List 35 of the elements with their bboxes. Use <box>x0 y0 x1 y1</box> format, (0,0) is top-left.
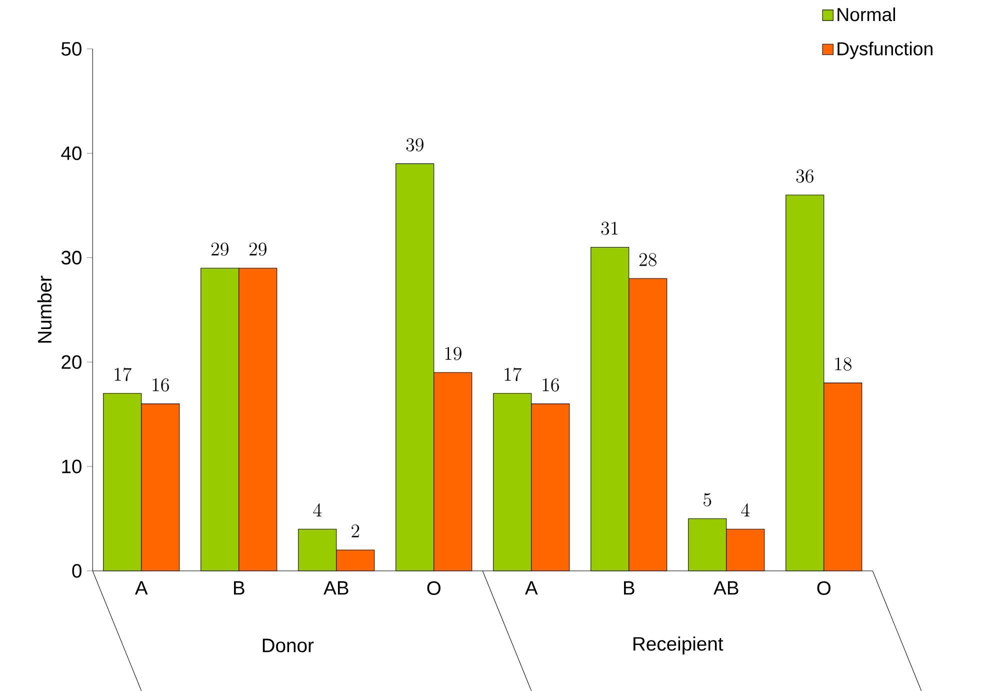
data-label: 17 <box>114 368 132 382</box>
data-label: 36 <box>796 169 814 183</box>
y-tick-label: 20 <box>62 355 82 369</box>
text: Donor <box>262 638 314 652</box>
x-tick-label: A <box>524 581 538 594</box>
data-label: 4 <box>313 503 322 516</box>
y-tick-label: 0 <box>72 564 82 578</box>
y-tick-label: 40 <box>61 146 82 160</box>
y-tick-label: 10 <box>62 460 82 474</box>
y-tick-label: 30 <box>61 250 82 264</box>
x-tick-label: B <box>234 581 244 594</box>
y-axis-title: Number <box>37 276 52 343</box>
legend-label: Normal <box>838 7 896 22</box>
legend-label: Dysfunction <box>838 42 932 60</box>
x-tick-label: B <box>624 581 634 594</box>
data-label: 39 <box>406 138 424 152</box>
data-label: 16 <box>542 378 559 392</box>
data-label: 17 <box>504 368 522 382</box>
y-tick-label: 50 <box>61 42 82 56</box>
data-label: 28 <box>639 253 656 266</box>
x-tick-label: AB <box>714 581 738 594</box>
text: Receipient <box>634 636 724 654</box>
x-tick-label: AB <box>324 581 348 594</box>
data-label: 4 <box>741 503 750 516</box>
data-label: 19 <box>445 346 462 360</box>
x-tick-label: A <box>134 581 148 594</box>
data-label: 18 <box>835 357 852 371</box>
data-label: 29 <box>249 242 266 256</box>
data-label: 2 <box>352 524 360 538</box>
data-label: 31 <box>601 222 618 235</box>
data-label: 16 <box>152 378 169 392</box>
x-tick-label: O <box>427 581 440 595</box>
data-label: 5 <box>704 493 712 506</box>
x-tick-label: O <box>817 581 830 595</box>
data-label: 29 <box>211 242 228 256</box>
